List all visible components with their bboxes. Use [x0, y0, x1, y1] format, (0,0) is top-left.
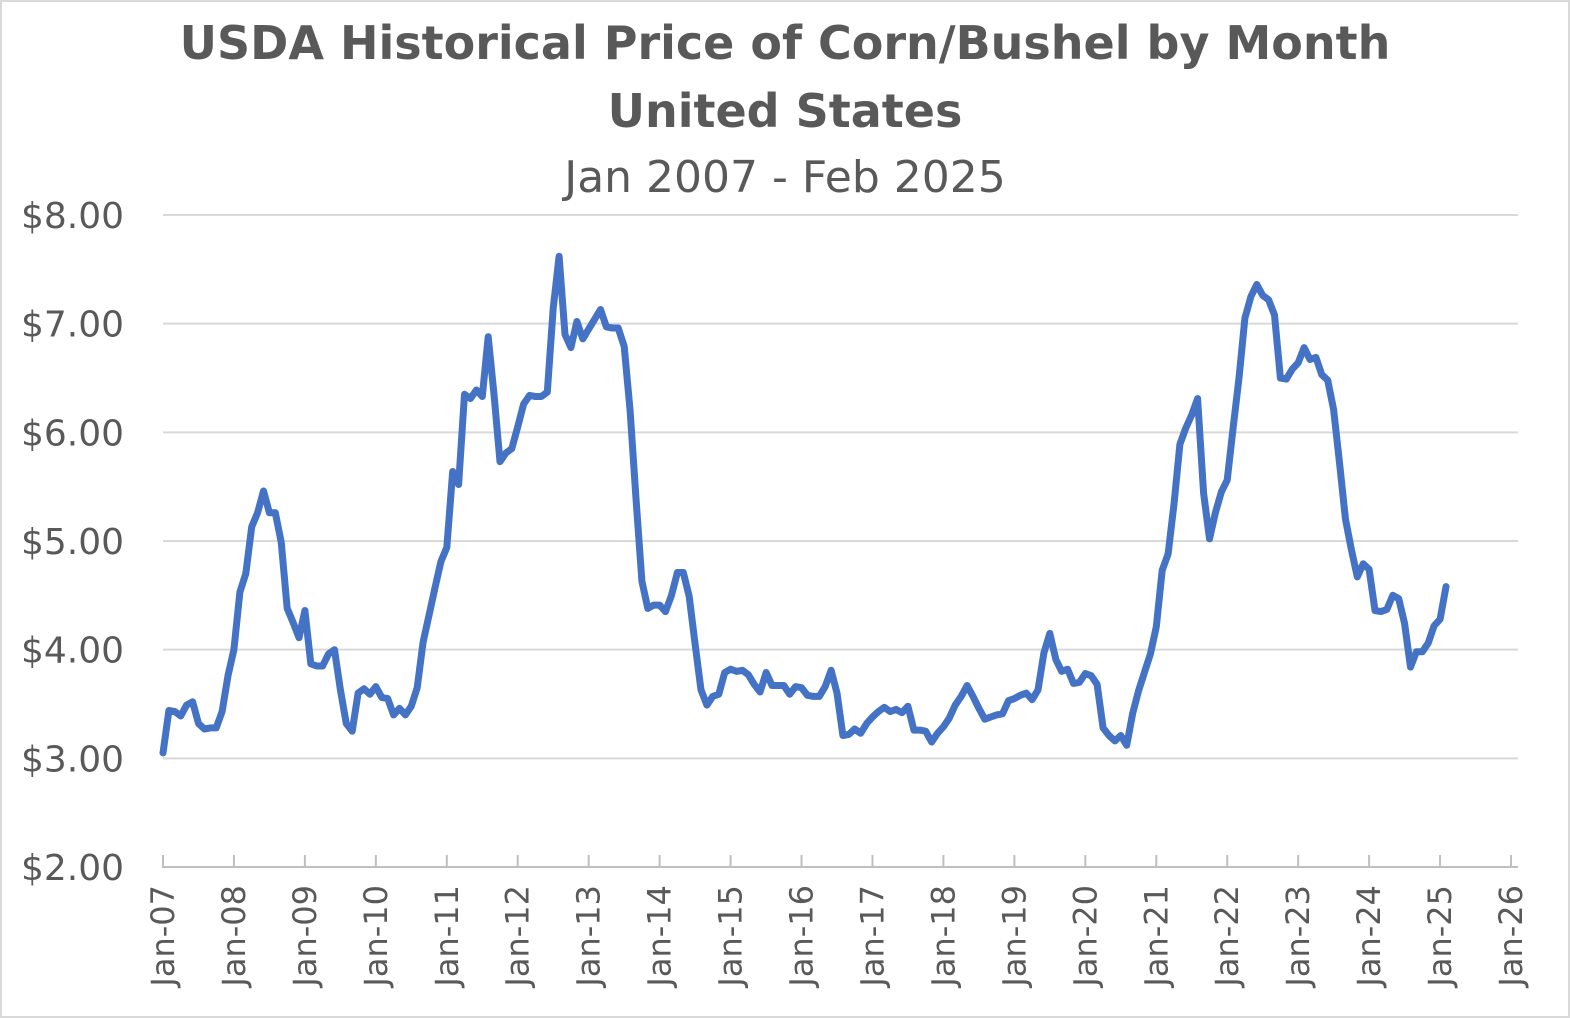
y-axis: $2.00 $3.00 $4.00 $5.00 $6.00 $7.00 $8.00 [21, 196, 124, 889]
x-tick-label: Jan-15 [712, 885, 750, 989]
x-tick-label: Jan-19 [995, 885, 1033, 989]
x-tick-label: Jan-11 [428, 885, 466, 989]
y-tick-label: $3.00 [21, 739, 124, 780]
chart-subtitle: United States [607, 84, 963, 138]
x-tick-label: Jan-14 [641, 885, 679, 989]
x-tick-label: Jan-16 [783, 885, 821, 989]
y-tick-label: $4.00 [21, 631, 124, 672]
series-line-0 [159, 252, 1450, 757]
x-tick-label: Jan-17 [853, 885, 891, 989]
x-tick-label: Jan-07 [144, 885, 182, 989]
chart-date-range: Jan 2007 - Feb 2025 [564, 152, 1006, 203]
x-tick-label: Jan-25 [1421, 885, 1459, 989]
x-tick-label: Jan-12 [499, 885, 537, 989]
x-tick-label: Jan-20 [1066, 885, 1104, 989]
y-tick-label: $2.00 [21, 848, 124, 889]
y-tick-label: $8.00 [21, 196, 124, 237]
chart-title: USDA Historical Price of Corn/Bushel by … [179, 16, 1391, 70]
gridlines [163, 214, 1518, 760]
y-tick-label: $5.00 [21, 522, 124, 563]
x-axis: Jan-07 Jan-08 Jan-09 Jan-10 Jan-11 Jan-12 Jan-… [144, 855, 1530, 989]
x-tick-label: Jan-13 [570, 885, 608, 989]
y-tick-label: $7.00 [21, 305, 124, 346]
x-tick-label: Jan-08 [215, 885, 253, 989]
x-tick-label: Jan-09 [286, 885, 324, 989]
y-tick-label: $6.00 [21, 413, 124, 454]
x-tick-label: Jan-18 [924, 885, 962, 989]
x-tick-label: Jan-22 [1208, 885, 1246, 989]
x-tick-label: Jan-26 [1492, 885, 1530, 989]
series-layer [159, 252, 1450, 757]
x-tick-label: Jan-24 [1350, 885, 1388, 989]
x-tick-label: Jan-10 [357, 885, 395, 989]
x-tick-label: Jan-21 [1137, 885, 1175, 989]
x-tick-label: Jan-23 [1279, 885, 1317, 989]
